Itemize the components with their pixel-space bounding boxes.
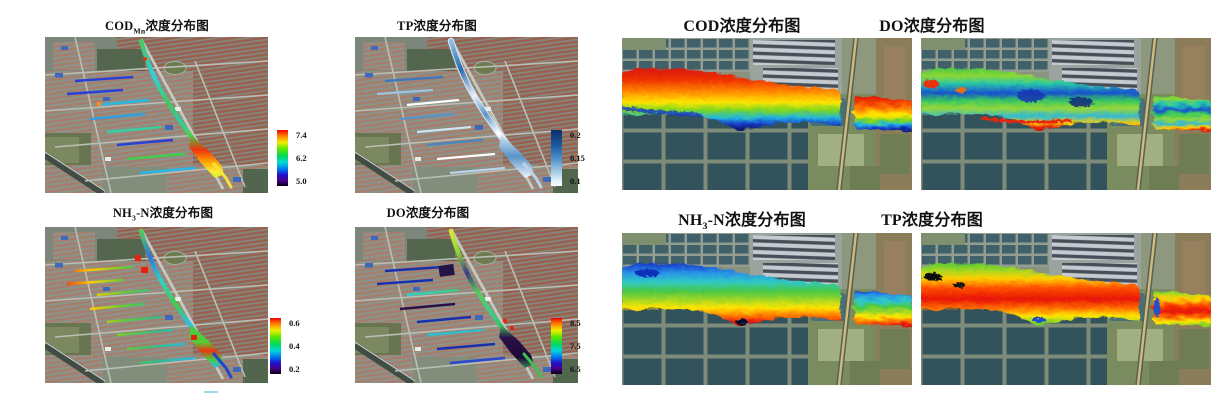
nh3n-channel-overlay [65,231,233,379]
title-subscript: Mn [133,26,146,36]
tick-mid: 0.4 [289,341,300,351]
tick-mid: 7.5 [570,341,581,351]
satellite-map-do-large [921,38,1211,190]
colorbar-do: 8.5 7.5 6.5 [551,318,581,374]
tick-high: 0.2 [570,130,581,140]
panel-title-nh3n-large: NH3-N浓度分布图 [622,206,862,233]
colorbar-ticks-tp: 0.2 0.15 0.1 [570,130,585,186]
satellite-map-cod [622,38,912,190]
tick-high: 7.4 [296,130,307,140]
tick-low: 5.0 [296,176,307,186]
title-suffix: -N浓度分布图 [707,212,806,229]
panel-title-do-large: DO浓度分布图 [812,12,1052,36]
river-overlay-do [921,68,1211,132]
colorbar-ticks-nh3n: 0.6 0.4 0.2 [289,318,300,374]
tick-high: 0.6 [289,318,300,328]
colorbar-tp: 0.2 0.15 0.1 [551,130,585,186]
title-prefix: NH [112,206,132,220]
satellite-map-nh3n-small [45,227,268,383]
tick-mid: 6.2 [296,153,307,163]
title-prefix: DO [879,18,904,35]
panel-title-tp-small: TP浓度分布图 [337,15,537,34]
colorbar-gradient-tp [551,130,562,186]
colorbar-gradient-nh3n [270,318,281,374]
satellite-map-tp-large [921,233,1211,385]
river-overlay-nh3n [622,263,912,327]
satellite-map-do-small [355,227,578,383]
river-overlay-tp [921,263,1211,327]
tick-low: 0.2 [289,364,300,374]
panel-title-tp-large: TP浓度分布图 [812,206,1052,230]
panel-title-cod: COD浓度分布图 [622,12,862,36]
title-suffix: 浓度分布图 [903,18,985,35]
satellite-map-tp-small [355,37,578,193]
colorbar-ticks-codmn: 7.4 6.2 5.0 [296,130,307,186]
tick-low: 6.5 [570,364,581,374]
panel-title-do-small: DO浓度分布图 [328,202,528,221]
tick-low: 0.1 [570,176,581,186]
colorbar-gradient-codmn [277,130,288,186]
title-subscript: 3 [131,213,137,223]
title-prefix: COD [683,18,720,35]
river-overlay-cod [622,68,912,132]
title-prefix: DO [386,206,406,220]
title-prefix: TP [397,19,414,33]
title-prefix: COD [105,19,134,33]
colorbar-ticks-do: 8.5 7.5 6.5 [570,318,581,374]
title-suffix: -N浓度分布图 [136,206,214,220]
panel-title-codmn: CODMn浓度分布图 [57,15,257,36]
satellite-map-codmn [45,37,268,193]
title-suffix: 浓度分布图 [405,206,470,220]
scale-bar-artifact [204,391,218,393]
title-suffix: 浓度分布图 [145,19,209,33]
title-suffix: 浓度分布图 [413,19,477,33]
satellite-map-nh3n-large [622,233,912,385]
title-suffix: 浓度分布图 [719,18,801,35]
title-prefix: TP [881,212,902,229]
colorbar-gradient-do [551,318,562,374]
tick-high: 8.5 [570,318,581,328]
title-suffix: 浓度分布图 [901,212,983,229]
colorbar-codmn: 7.4 6.2 5.0 [277,130,307,186]
colorbar-nh3n: 0.6 0.4 0.2 [270,318,300,374]
title-prefix: NH [678,212,703,229]
do-channel-overlay [375,231,543,379]
title-subscript: 3 [702,221,708,233]
tick-mid: 0.15 [570,153,585,163]
codmn-channel-overlay [65,41,233,189]
panel-title-nh3n-small: NH3-N浓度分布图 [63,202,263,223]
